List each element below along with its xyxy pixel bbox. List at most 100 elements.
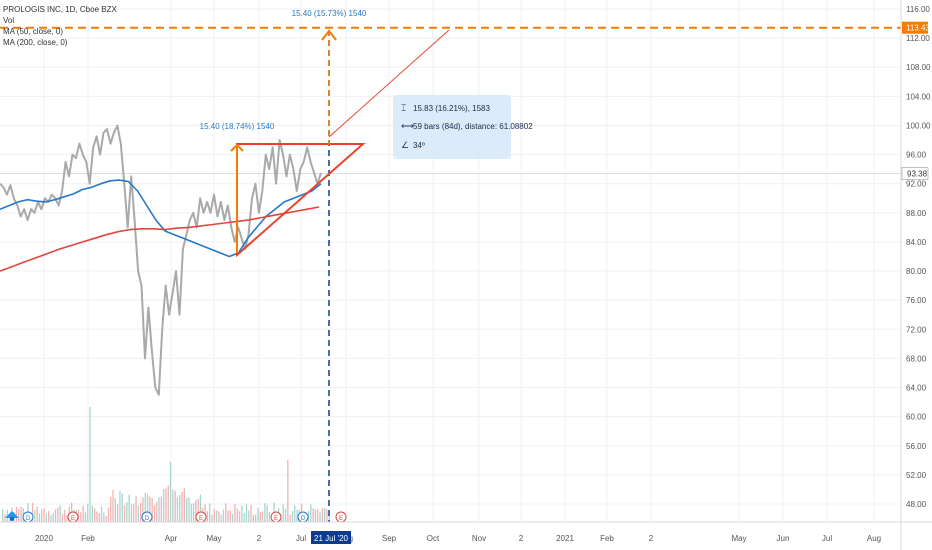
volume-bar bbox=[238, 511, 241, 522]
volume-bar bbox=[140, 502, 142, 522]
volume-bar bbox=[284, 508, 287, 522]
volume-bar bbox=[268, 512, 271, 522]
volume-bar bbox=[4, 514, 6, 522]
volume-bar bbox=[307, 511, 310, 522]
legend-symbol[interactable]: PROLOGIS INC, 1D, Cboe BZX bbox=[3, 5, 117, 14]
y-tick-label: 72.00 bbox=[906, 325, 927, 334]
volume-bar bbox=[163, 488, 165, 522]
volume-bar bbox=[34, 510, 36, 522]
volume-bar bbox=[96, 511, 98, 522]
volume-bar bbox=[225, 503, 227, 522]
x-tick-label: Jul bbox=[822, 534, 832, 543]
x-tick-label: 2 bbox=[519, 534, 524, 543]
volume-bar bbox=[100, 506, 103, 522]
volume-bar bbox=[50, 514, 52, 522]
volume-bar bbox=[114, 498, 116, 522]
volume-bar bbox=[2, 509, 4, 522]
volume-bar bbox=[91, 505, 93, 522]
y-tick-label: 68.00 bbox=[906, 354, 927, 363]
grid bbox=[0, 0, 901, 522]
volume-bar bbox=[229, 510, 231, 522]
volume-bar bbox=[232, 514, 234, 522]
volume-bar bbox=[220, 515, 222, 522]
tooltip-angle: 34º bbox=[413, 141, 425, 150]
volume-bar bbox=[319, 512, 321, 522]
x-tick-label: Aug bbox=[867, 534, 881, 543]
measure-arrow-1[interactable] bbox=[230, 143, 244, 253]
volume-bar bbox=[326, 509, 328, 522]
measure-arrow-2[interactable] bbox=[321, 29, 337, 145]
volume-bar bbox=[64, 509, 66, 522]
volume-bar bbox=[158, 497, 160, 522]
volume-bar bbox=[15, 506, 18, 522]
volume-bar bbox=[222, 509, 225, 522]
volume-bar bbox=[18, 509, 20, 522]
legend-ma200[interactable]: MA (200, close, 0) bbox=[3, 38, 68, 47]
volume-bar bbox=[317, 509, 319, 522]
event-marker-glyph: D bbox=[145, 516, 150, 522]
volume-bar bbox=[146, 494, 149, 522]
legend-ma50[interactable]: MA (50, close, 0) bbox=[3, 27, 64, 36]
volume-bar bbox=[248, 510, 250, 522]
tradingview-logo-icon[interactable] bbox=[5, 511, 19, 521]
volume-bar bbox=[45, 513, 47, 522]
volume-bar bbox=[199, 494, 202, 522]
y-tick-label: 76.00 bbox=[906, 296, 927, 305]
y-tick-label: 88.00 bbox=[906, 209, 927, 218]
drawings[interactable]: 15.40 (18.74%) 1540 15.40 (15.73%) 1540 bbox=[0, 9, 901, 522]
y-tick-label: 112.00 bbox=[906, 34, 930, 43]
target-price-badge: 113.43 bbox=[902, 21, 930, 34]
volume-bar bbox=[87, 504, 89, 522]
volume-bar bbox=[174, 490, 176, 522]
volume-bar bbox=[112, 489, 114, 522]
volume-bar bbox=[312, 508, 314, 522]
price-axis[interactable]: 116.00 112.00 108.00 104.00 100.00 96.00 92.00… bbox=[900, 0, 931, 550]
volume-bar bbox=[266, 504, 268, 522]
y-tick-label: 92.00 bbox=[906, 180, 927, 189]
y-tick-label: 80.00 bbox=[906, 267, 927, 276]
volume-bar bbox=[38, 513, 41, 522]
volume-bar bbox=[151, 498, 153, 522]
volume-bar bbox=[234, 504, 236, 522]
volume-bar bbox=[197, 498, 199, 522]
volume-bar bbox=[241, 505, 243, 522]
last-price-badge: 93.38 bbox=[901, 167, 929, 180]
volume-bar bbox=[105, 515, 107, 522]
arrow-head-icon bbox=[321, 29, 337, 41]
x-tick-label: Feb bbox=[600, 534, 614, 543]
x-tick-label: Oct bbox=[427, 534, 440, 543]
volume-bar bbox=[255, 514, 257, 522]
volume-bar bbox=[57, 507, 59, 522]
y-tick-label: 56.00 bbox=[906, 442, 927, 451]
volume-bar bbox=[250, 504, 252, 522]
measure-tooltip: ⌶ 15.83 (16.21%), 1583 ⟷59 bars (84d), di… bbox=[393, 95, 533, 159]
angle-icon: ∠ bbox=[401, 140, 410, 150]
volume-bar bbox=[94, 508, 96, 522]
x-tick-label: 2021 bbox=[556, 534, 574, 543]
volume-bar bbox=[252, 514, 254, 522]
volume-bar bbox=[80, 512, 82, 522]
volume-bar bbox=[321, 508, 323, 522]
volume-bar bbox=[61, 514, 64, 522]
volume-bar bbox=[123, 505, 126, 522]
legend-volume[interactable]: Vol bbox=[3, 16, 15, 25]
bars-range-icon: ⟷ bbox=[401, 121, 414, 131]
volume-bar bbox=[137, 505, 139, 522]
y-tick-label: 84.00 bbox=[906, 238, 927, 247]
price-line bbox=[0, 124, 322, 396]
time-axis[interactable]: 2020 Feb Apr May 2 Jul Aug Sep Oct Nov 2 2021 Feb 2 Ma… bbox=[0, 521, 932, 543]
date-badge: 21 Jul '20 bbox=[311, 531, 351, 544]
volume-bar bbox=[310, 504, 312, 522]
volume-bar bbox=[192, 503, 195, 522]
volume-bar bbox=[48, 511, 50, 522]
volume-bar bbox=[243, 512, 245, 522]
volume-bar bbox=[186, 498, 188, 522]
volume-bar bbox=[149, 496, 151, 522]
volume-bar bbox=[126, 502, 128, 522]
volume-bar bbox=[43, 508, 45, 522]
volume-bar bbox=[209, 503, 211, 522]
trend-ray bbox=[328, 29, 450, 138]
volume-bar bbox=[188, 497, 190, 522]
